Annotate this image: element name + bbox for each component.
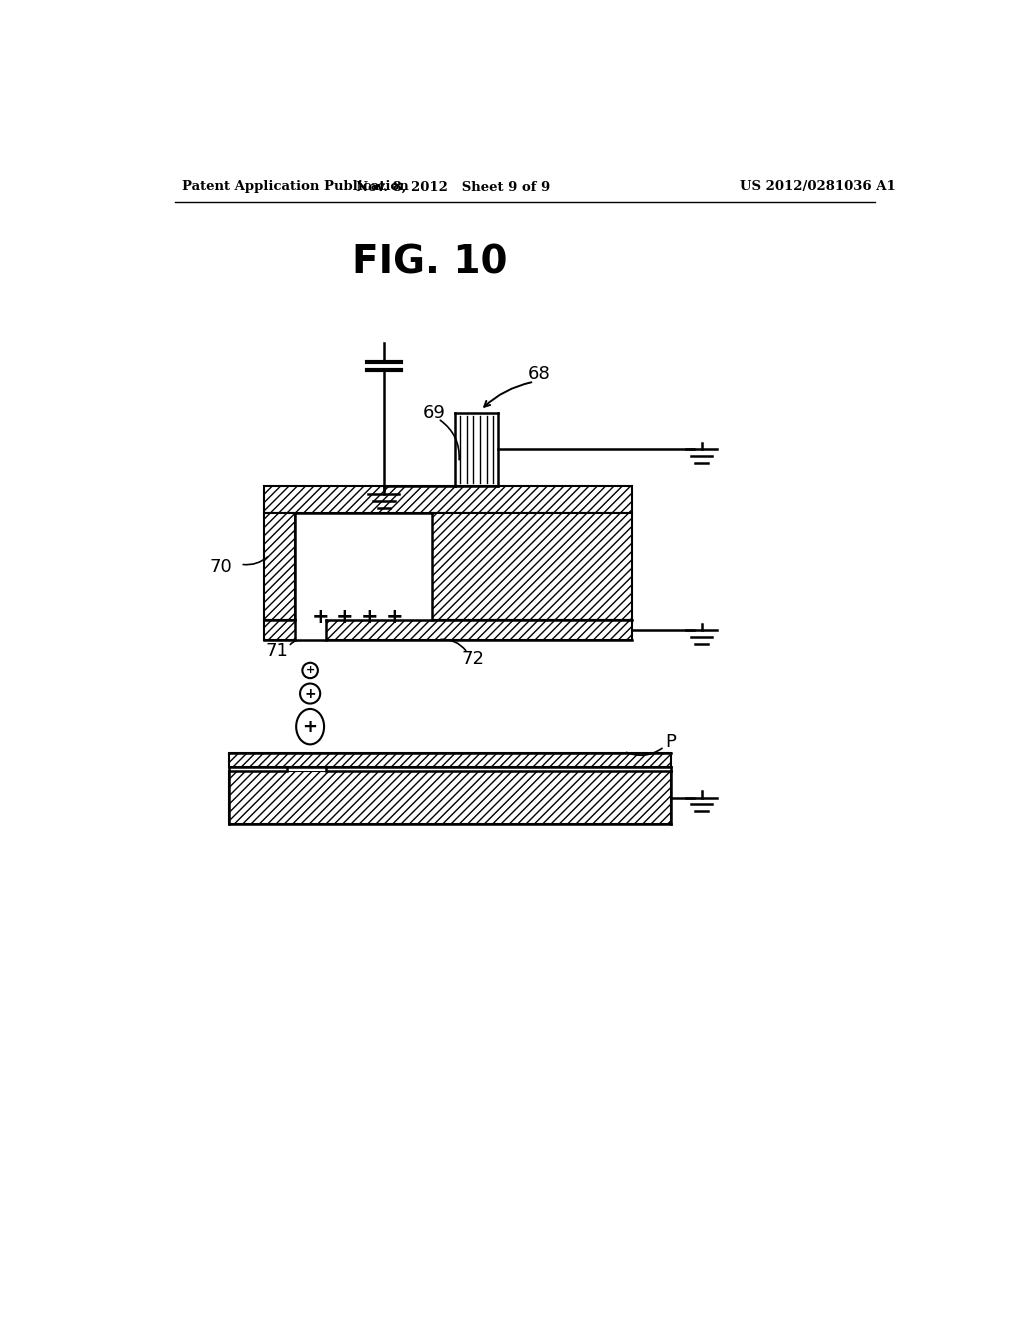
Text: +: + [386, 607, 403, 627]
Text: US 2012/0281036 A1: US 2012/0281036 A1 [740, 181, 896, 194]
Text: P: P [665, 733, 676, 751]
Bar [228, 771, 671, 825]
Bar [263, 486, 632, 512]
Text: Nov. 8, 2012   Sheet 9 of 9: Nov. 8, 2012 Sheet 9 of 9 [356, 181, 551, 194]
Text: 68: 68 [527, 366, 550, 383]
Text: FIG. 10: FIG. 10 [352, 243, 508, 281]
Text: +: + [311, 607, 329, 627]
Text: +: + [361, 607, 379, 627]
Text: 72: 72 [462, 649, 484, 668]
Text: +: + [336, 607, 354, 627]
Text: 69: 69 [423, 404, 445, 421]
Ellipse shape [302, 663, 317, 678]
Bar [228, 752, 671, 767]
Bar [295, 620, 326, 640]
Text: Patent Application Publication: Patent Application Publication [182, 181, 409, 194]
Bar [263, 512, 295, 620]
Ellipse shape [300, 684, 321, 704]
Text: +: + [305, 665, 314, 676]
Ellipse shape [296, 709, 324, 744]
Bar [432, 512, 632, 620]
Text: +: + [304, 686, 316, 701]
Bar [263, 620, 632, 640]
Bar [229, 767, 670, 771]
Text: 71: 71 [265, 643, 288, 660]
Text: +: + [303, 718, 317, 735]
Text: 70: 70 [210, 557, 232, 576]
Bar [295, 512, 432, 620]
